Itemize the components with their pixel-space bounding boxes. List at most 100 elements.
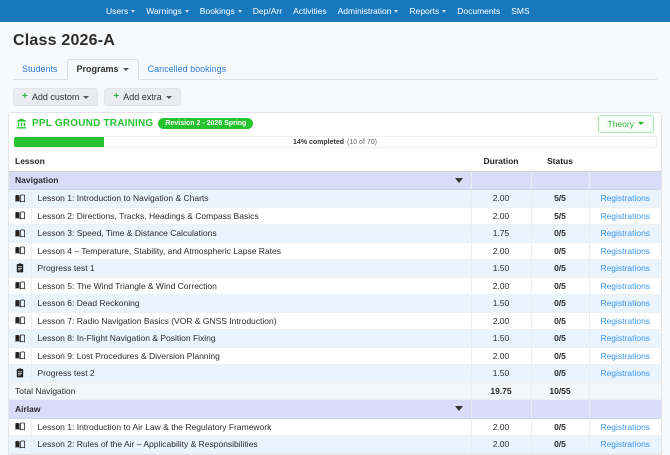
nav-item-users[interactable]: Users	[106, 6, 136, 16]
chevron-down-icon	[165, 95, 172, 99]
registrations-link[interactable]: Registrations	[600, 245, 651, 256]
lesson-row: Lesson 4 – Temperature, Stability, and A…	[9, 242, 661, 260]
chevron-down-icon	[394, 9, 399, 13]
lesson-status: 0/5	[530, 329, 589, 348]
registrations-link[interactable]: Registrations	[600, 421, 651, 432]
column-header-duration: Duration	[471, 152, 531, 172]
tab-programs[interactable]: Programs	[66, 59, 139, 80]
lesson-status: 0/5	[530, 242, 589, 260]
registrations-link[interactable]: Registrations	[600, 350, 651, 361]
chevron-down-icon	[83, 95, 90, 99]
lesson-duration: 1.50	[470, 259, 531, 278]
column-header-lesson: Lesson	[9, 152, 471, 172]
lesson-duration: 2.00	[470, 312, 531, 330]
nav-item-documents[interactable]: Documents	[457, 6, 501, 16]
section-name: Navigation	[15, 175, 59, 186]
lesson-title: Lesson 1: Introduction to Air Law & the …	[30, 418, 471, 436]
collapse-caret-icon[interactable]	[454, 406, 463, 412]
book-icon	[15, 422, 25, 431]
lesson-row: Lesson 6: Dead Reckoning 1.50 0/5 Registrat…	[9, 294, 661, 313]
table-header-row: Lesson Duration Status	[9, 152, 661, 172]
lesson-title: Lesson 6: Dead Reckoning	[30, 294, 471, 313]
program-title: PPL GROUND TRAINING	[32, 118, 154, 129]
nav-item-administration[interactable]: Administration	[338, 6, 399, 16]
section-total-row: Total Navigation 19.75 10/55	[9, 382, 661, 400]
lesson-title: Lesson 2: Rules of the Air – Applicabili…	[30, 435, 471, 454]
lesson-title: Progress test 1	[30, 259, 471, 278]
tab-bar: Students Programs Cancelled bookings	[13, 59, 657, 80]
action-buttons: + Add custom + Add extra	[13, 88, 670, 106]
chevron-down-icon	[442, 9, 447, 13]
section-header-row: Airlaw	[9, 399, 661, 419]
theory-button[interactable]: Theory	[597, 114, 654, 133]
program-card: PPL GROUND TRAINING Revision 2 - 2026 Sp…	[8, 112, 662, 455]
lesson-duration: 2.00	[470, 207, 531, 225]
add-extra-button[interactable]: + Add extra	[104, 88, 181, 106]
lesson-row: Lesson 9: Lost Procedures & Diversion Pl…	[9, 347, 661, 365]
lesson-duration: 2.00	[470, 435, 531, 454]
lesson-row: Progress test 2 1.50 0/5 Registrations	[9, 364, 661, 383]
book-icon	[15, 440, 25, 449]
book-icon	[15, 246, 25, 255]
test-clipboard-icon	[16, 263, 23, 273]
nav-item-bookings[interactable]: Bookings	[200, 6, 242, 16]
lesson-status: 0/5	[530, 277, 589, 295]
nav-item-reports[interactable]: Reports	[409, 6, 447, 16]
collapse-caret-icon[interactable]	[454, 177, 463, 183]
lesson-title: Lesson 4 – Temperature, Stability, and A…	[30, 242, 471, 260]
nav-item-warnings[interactable]: Warnings	[146, 6, 189, 16]
progress-bar: 14% completed (10 of 70)	[13, 136, 657, 148]
registrations-link[interactable]: Registrations	[600, 280, 651, 291]
lesson-duration: 2.00	[470, 277, 531, 295]
registrations-link[interactable]: Registrations	[600, 315, 651, 326]
plus-icon: +	[113, 91, 120, 102]
total-label: Total Navigation	[9, 382, 471, 400]
lesson-status: 0/5	[530, 435, 589, 454]
registrations-link[interactable]: Registrations	[600, 368, 651, 379]
book-icon	[15, 316, 25, 325]
section-name: Airlaw	[15, 403, 41, 414]
registrations-link[interactable]: Registrations	[600, 263, 651, 274]
lesson-duration: 1.50	[470, 329, 531, 348]
book-icon	[15, 281, 25, 290]
page-title: Class 2026-A	[13, 32, 116, 49]
registrations-link[interactable]: Registrations	[600, 333, 651, 344]
lesson-status: 0/5	[530, 418, 589, 436]
nav-item-dep-arr[interactable]: Dep/Arr	[252, 6, 283, 16]
tab-cancelled-bookings[interactable]: Cancelled bookings	[147, 64, 227, 74]
program-table-body: Navigation Lesson 1: Introduction to Navi…	[9, 171, 661, 454]
registrations-link[interactable]: Registrations	[600, 228, 651, 239]
program-table: Lesson Duration Status Navigation Lesson …	[9, 152, 661, 454]
lesson-status: 0/5	[530, 364, 589, 383]
registrations-link[interactable]: Registrations	[600, 298, 651, 309]
chevron-down-icon	[237, 9, 242, 13]
lesson-row: Lesson 1: Introduction to Navigation & C…	[9, 189, 661, 208]
nav-item-activities[interactable]: Activities	[293, 6, 327, 16]
lesson-duration: 2.00	[470, 418, 531, 436]
lesson-status: 0/5	[530, 312, 589, 330]
lesson-title: Lesson 7: Radio Navigation Basics (VOR &…	[30, 312, 471, 330]
add-custom-button[interactable]: + Add custom	[13, 88, 99, 106]
book-icon	[15, 229, 25, 238]
registrations-link[interactable]: Registrations	[600, 210, 651, 221]
book-icon	[15, 211, 25, 220]
lesson-row: Lesson 2: Rules of the Air – Applicabili…	[9, 435, 661, 454]
lesson-status: 0/5	[530, 224, 589, 243]
lesson-row: Lesson 3: Speed, Time & Distance Calcula…	[9, 224, 661, 243]
lesson-duration: 2.00	[470, 242, 531, 260]
program-card-header: PPL GROUND TRAINING Revision 2 - 2026 Sp…	[9, 113, 661, 134]
tab-students[interactable]: Students	[22, 64, 58, 74]
lesson-status: 5/5	[530, 189, 589, 208]
nav-item-sms[interactable]: SMS	[511, 6, 530, 16]
lesson-status: 5/5	[530, 207, 589, 225]
lesson-title: Lesson 5: The Wind Triangle & Wind Corre…	[30, 277, 471, 295]
lesson-duration: 2.00	[470, 347, 531, 365]
total-status: 10/55	[530, 382, 589, 400]
lesson-title: Progress test 2	[30, 364, 471, 383]
lesson-row: Lesson 5: The Wind Triangle & Wind Corre…	[9, 277, 661, 295]
lesson-title: Lesson 2: Directions, Tracks, Headings &…	[30, 207, 471, 225]
lesson-row: Lesson 8: In-Flight Navigation & Positio…	[9, 329, 661, 348]
revision-badge: Revision 2 - 2026 Spring	[158, 118, 254, 129]
book-icon	[15, 334, 25, 343]
registrations-link[interactable]: Registrations	[600, 193, 651, 204]
